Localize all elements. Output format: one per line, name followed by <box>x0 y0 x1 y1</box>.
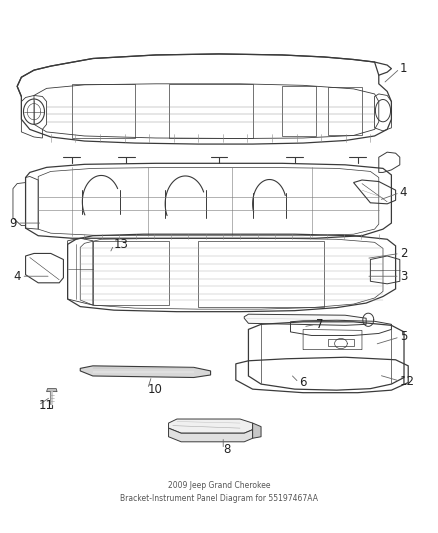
Text: 6: 6 <box>299 376 307 389</box>
Polygon shape <box>169 428 253 442</box>
Polygon shape <box>80 366 211 377</box>
Polygon shape <box>46 389 57 392</box>
Text: 2: 2 <box>400 247 407 260</box>
Text: 4: 4 <box>14 270 21 282</box>
Text: 13: 13 <box>114 238 129 252</box>
Polygon shape <box>244 314 366 325</box>
Text: 2009 Jeep Grand Cherokee
Bracket-Instrument Panel Diagram for 55197467AA: 2009 Jeep Grand Cherokee Bracket-Instrum… <box>120 481 318 503</box>
Text: 9: 9 <box>10 216 17 230</box>
Polygon shape <box>253 423 261 438</box>
Text: 3: 3 <box>400 270 407 282</box>
Text: 12: 12 <box>400 375 415 387</box>
Text: 10: 10 <box>148 383 162 395</box>
Text: 7: 7 <box>316 318 323 331</box>
Text: 11: 11 <box>38 399 53 412</box>
Text: 5: 5 <box>400 330 407 343</box>
Text: 4: 4 <box>400 186 407 199</box>
Polygon shape <box>169 419 253 433</box>
Text: 1: 1 <box>400 62 407 75</box>
Text: 8: 8 <box>223 443 230 456</box>
